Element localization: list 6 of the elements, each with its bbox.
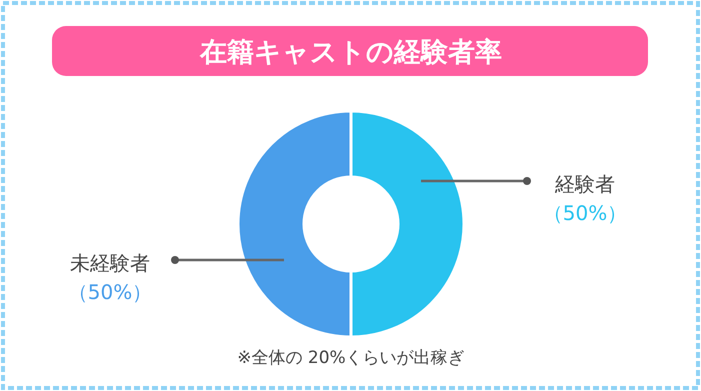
slice-label: 経験者 — [554, 172, 615, 196]
text: ※全体の 20%くらいが出稼ぎ — [237, 348, 465, 368]
data-label: （50%） — [542, 201, 628, 225]
chart-title: 在籍キャストの経験者率 — [199, 37, 502, 68]
slice-label: 未経験者 — [70, 251, 150, 275]
data-label: （50%） — [68, 280, 152, 304]
